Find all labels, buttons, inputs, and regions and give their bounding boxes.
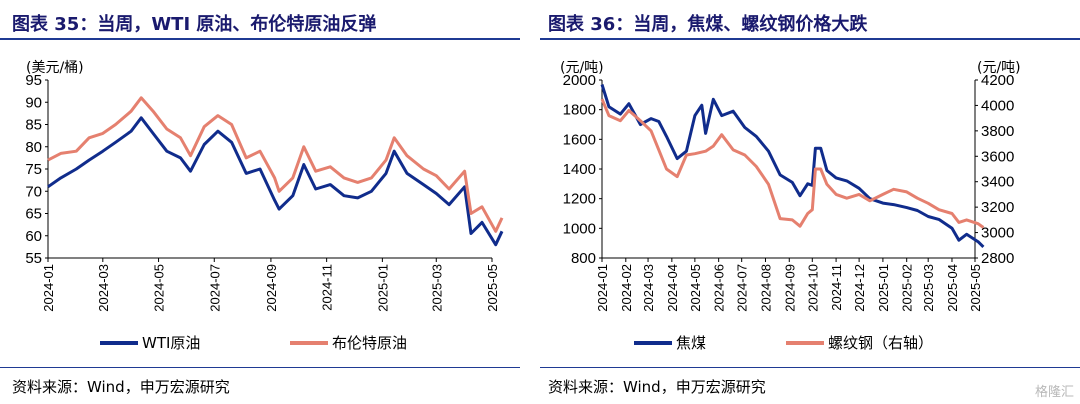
x-tick-label: 2024-05 <box>688 264 703 312</box>
y-tick-label: 70 <box>25 183 42 200</box>
y-tick-label-right: 3200 <box>981 199 1014 216</box>
series-line-1 <box>47 116 504 247</box>
legend-label: 布伦特原油 <box>332 334 407 352</box>
y-tick-label: 1400 <box>563 161 596 178</box>
x-tick-label: 2024-03 <box>641 264 656 312</box>
series-line-2 <box>600 98 985 229</box>
title-rule-right <box>540 38 1080 40</box>
series-line-1 <box>600 84 985 248</box>
legend-label: 螺纹钢（右轴） <box>828 334 933 352</box>
x-tick-label: 2025-05 <box>485 264 500 312</box>
x-tick-label: 2025-02 <box>900 264 915 312</box>
y-tick-label: 1000 <box>563 220 596 237</box>
y-axis-label: (元/吨) <box>560 60 604 76</box>
source-note-right: 资料来源：Wind，申万宏源研究 <box>548 378 766 396</box>
y-tick-label: 60 <box>25 228 42 245</box>
y-tick-label: 55 <box>25 250 42 267</box>
chart-title-right: 图表 36：当周，焦煤、螺纹钢价格大跌 <box>548 14 868 35</box>
y-tick-label: 90 <box>25 94 42 111</box>
x-tick-label: 2025-05 <box>968 264 983 312</box>
y-tick-label-right: 3000 <box>981 225 1014 242</box>
y-tick-label: 85 <box>25 117 42 134</box>
title-rule-left <box>0 38 520 40</box>
x-tick-label: 2024-11 <box>829 264 844 311</box>
chart-title-left: 图表 35：当周，WTI 原油、布伦特原油反弹 <box>12 14 377 35</box>
y-tick-label-right: 3800 <box>981 123 1014 140</box>
y-tick-label: 80 <box>25 139 42 156</box>
x-tick-label: 2024-01 <box>41 264 56 312</box>
x-tick-label: 2024-09 <box>264 264 279 312</box>
x-tick-label: 2024-03 <box>96 264 111 312</box>
watermark-logo: 格隆汇 <box>1034 385 1074 400</box>
x-tick-label: 2024-08 <box>758 264 773 312</box>
y-tick-label: 1200 <box>563 191 596 208</box>
x-tick-label: 2024-05 <box>152 264 167 312</box>
x-tick-label: 2024-07 <box>207 264 222 312</box>
y-tick-label: 1800 <box>563 102 596 119</box>
source-note-left: 资料来源：Wind，申万宏源研究 <box>12 378 230 396</box>
y-tick-label: 2000 <box>563 72 596 89</box>
footer-rule-right <box>540 367 1080 368</box>
footer-rule-left <box>0 367 520 368</box>
x-tick-label: 2024-09 <box>782 264 797 312</box>
y-tick-label-right: 2800 <box>981 250 1014 267</box>
legend-label: WTI原油 <box>142 334 200 352</box>
x-tick-label: 2024-07 <box>735 264 750 312</box>
x-tick-label: 2025-04 <box>945 264 960 312</box>
x-tick-label: 2024-01 <box>595 264 610 312</box>
y-tick-label: 800 <box>571 250 596 267</box>
x-tick-label: 2024-11 <box>320 264 335 311</box>
series-line-2 <box>47 96 504 233</box>
x-tick-label: 2025-01 <box>375 264 390 312</box>
y-tick-label: 75 <box>25 161 42 178</box>
legend-label: 焦煤 <box>676 334 706 352</box>
x-tick-label: 2025-01 <box>876 264 891 312</box>
y-tick-label: 1600 <box>563 131 596 148</box>
y-tick-label-right: 4000 <box>981 97 1014 114</box>
y-tick-label-right: 3600 <box>981 148 1014 165</box>
x-tick-label: 2024-02 <box>619 264 634 312</box>
y-tick-label-right: 3400 <box>981 174 1014 191</box>
y-axis-label: (美元/桶) <box>26 60 84 76</box>
x-tick-label: 2024-06 <box>712 264 727 312</box>
x-tick-label: 2024-04 <box>665 264 680 312</box>
y-tick-label: 95 <box>25 72 42 89</box>
y-axis-label-right: (元/吨) <box>977 60 1021 76</box>
x-tick-label: 2025-03 <box>921 264 936 312</box>
y-tick-label-right: 4200 <box>981 72 1014 89</box>
y-tick-label: 65 <box>25 206 42 223</box>
x-tick-label: 2024-12 <box>852 264 867 312</box>
x-tick-label: 2025-03 <box>429 264 444 312</box>
x-tick-label: 2024-10 <box>805 264 820 312</box>
